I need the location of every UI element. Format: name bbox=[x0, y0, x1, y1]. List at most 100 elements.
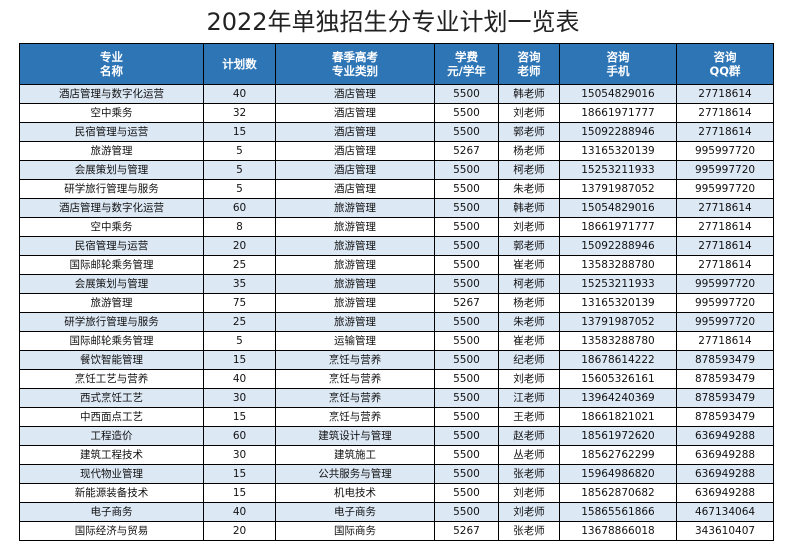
cell-major-name: 烹饪工艺与营养 bbox=[19, 369, 204, 389]
column-header-line: 手机 bbox=[606, 64, 630, 78]
cell-contact-teacher: 柯老师 bbox=[498, 160, 560, 180]
cell-plan-count: 15 bbox=[203, 407, 276, 427]
column-header-line: 咨询 bbox=[606, 50, 630, 64]
cell-tuition: 5500 bbox=[434, 179, 499, 199]
cell-plan-count: 5 bbox=[203, 141, 276, 161]
cell-exam-category: 旅游管理 bbox=[275, 293, 435, 313]
cell-major-name: 酒店管理与数字化运营 bbox=[19, 198, 204, 218]
cell-contact-teacher: 王老师 bbox=[498, 407, 560, 427]
cell-major-name: 旅游管理 bbox=[19, 293, 204, 313]
cell-plan-count: 20 bbox=[203, 521, 276, 541]
cell-exam-category: 旅游管理 bbox=[275, 198, 435, 218]
cell-exam-category: 酒店管理 bbox=[275, 141, 435, 161]
cell-contact-teacher: 刘老师 bbox=[498, 483, 560, 503]
cell-exam-category: 公共服务与管理 bbox=[275, 464, 435, 484]
cell-major-name: 民宿管理与运营 bbox=[19, 122, 204, 142]
cell-tuition: 5500 bbox=[434, 502, 499, 522]
cell-contact-phone: 15092288946 bbox=[559, 236, 677, 256]
table-row: 新能源装备技术 15 机电技术 5500 刘老师 18562870682 636949288 bbox=[19, 483, 774, 503]
column-header-qq-group: 咨询 QQ群 bbox=[676, 43, 774, 85]
cell-plan-count: 8 bbox=[203, 217, 276, 237]
column-header-line: 专业类别 bbox=[332, 64, 378, 78]
cell-major-name: 新能源装备技术 bbox=[19, 483, 204, 503]
cell-tuition: 5500 bbox=[434, 426, 499, 446]
table-row: 电子商务 40 电子商务 5500 刘老师 15865561866 467134064 bbox=[19, 502, 774, 522]
cell-plan-count: 15 bbox=[203, 350, 276, 370]
cell-plan-count: 25 bbox=[203, 255, 276, 275]
column-header-line: 老师 bbox=[517, 64, 541, 78]
cell-exam-category: 建筑设计与管理 bbox=[275, 426, 435, 446]
cell-plan-count: 30 bbox=[203, 388, 276, 408]
cell-plan-count: 35 bbox=[203, 274, 276, 294]
cell-contact-phone: 18562762299 bbox=[559, 445, 677, 465]
cell-contact-teacher: 朱老师 bbox=[498, 179, 560, 199]
cell-plan-count: 15 bbox=[203, 483, 276, 503]
cell-exam-category: 烹饪与营养 bbox=[275, 350, 435, 370]
cell-contact-teacher: 朱老师 bbox=[498, 312, 560, 332]
cell-contact-phone: 18561972620 bbox=[559, 426, 677, 446]
cell-plan-count: 40 bbox=[203, 84, 276, 104]
cell-exam-category: 国际商务 bbox=[275, 521, 435, 541]
cell-contact-phone: 13165320139 bbox=[559, 293, 677, 313]
cell-exam-category: 旅游管理 bbox=[275, 217, 435, 237]
cell-major-name: 国际经济与贸易 bbox=[19, 521, 204, 541]
cell-plan-count: 30 bbox=[203, 445, 276, 465]
table-row: 酒店管理与数字化运营 60 旅游管理 5500 韩老师 15054829016 277186… bbox=[19, 198, 774, 218]
column-header-plan-count: 计划数 bbox=[203, 43, 276, 85]
cell-contact-teacher: 郭老师 bbox=[498, 122, 560, 142]
cell-contact-phone: 13165320139 bbox=[559, 141, 677, 161]
cell-contact-phone: 15253211933 bbox=[559, 274, 677, 294]
cell-exam-category: 旅游管理 bbox=[275, 312, 435, 332]
cell-tuition: 5500 bbox=[434, 312, 499, 332]
cell-major-name: 西式烹饪工艺 bbox=[19, 388, 204, 408]
table-row: 国际邮轮乘务管理 5 运输管理 5500 崔老师 13583288780 27718614 bbox=[19, 331, 774, 351]
cell-qq-group: 878593479 bbox=[676, 369, 774, 389]
cell-exam-category: 机电技术 bbox=[275, 483, 435, 503]
cell-tuition: 5500 bbox=[434, 103, 499, 123]
column-header-tuition: 学费 元/学年 bbox=[434, 43, 499, 85]
column-header-line: 咨询 bbox=[517, 50, 541, 64]
cell-major-name: 中西面点工艺 bbox=[19, 407, 204, 427]
cell-contact-phone: 15865561866 bbox=[559, 502, 677, 522]
cell-contact-phone: 15092288946 bbox=[559, 122, 677, 142]
table-header-row: 专业 名称 计划数 春季高考 专业类别 学费 元/学年 咨询 老师 咨询 手机 咨询 QQ群 bbox=[19, 43, 774, 85]
cell-exam-category: 烹饪与营养 bbox=[275, 388, 435, 408]
cell-tuition: 5500 bbox=[434, 217, 499, 237]
cell-tuition: 5500 bbox=[434, 350, 499, 370]
cell-exam-category: 酒店管理 bbox=[275, 103, 435, 123]
cell-qq-group: 467134064 bbox=[676, 502, 774, 522]
cell-contact-teacher: 刘老师 bbox=[498, 369, 560, 389]
column-header-line: 元/学年 bbox=[447, 64, 486, 78]
cell-qq-group: 27718614 bbox=[676, 236, 774, 256]
cell-tuition: 5500 bbox=[434, 198, 499, 218]
cell-tuition: 5500 bbox=[434, 236, 499, 256]
cell-major-name: 国际邮轮乘务管理 bbox=[19, 255, 204, 275]
cell-contact-phone: 13791987052 bbox=[559, 179, 677, 199]
cell-qq-group: 878593479 bbox=[676, 350, 774, 370]
cell-qq-group: 27718614 bbox=[676, 84, 774, 104]
column-header-major-name: 专业 名称 bbox=[19, 43, 204, 85]
cell-exam-category: 旅游管理 bbox=[275, 274, 435, 294]
cell-contact-teacher: 崔老师 bbox=[498, 331, 560, 351]
cell-tuition: 5500 bbox=[434, 122, 499, 142]
table-row: 会展策划与管理 35 旅游管理 5500 柯老师 15253211933 995997720 bbox=[19, 274, 774, 294]
cell-contact-teacher: 崔老师 bbox=[498, 255, 560, 275]
column-header-line: 春季高考 bbox=[332, 50, 378, 64]
table-row: 酒店管理与数字化运营 40 酒店管理 5500 韩老师 15054829016 277186… bbox=[19, 84, 774, 104]
cell-contact-teacher: 柯老师 bbox=[498, 274, 560, 294]
table-body: 酒店管理与数字化运营 40 酒店管理 5500 韩老师 15054829016 277186… bbox=[19, 84, 774, 541]
cell-plan-count: 5 bbox=[203, 331, 276, 351]
cell-qq-group: 27718614 bbox=[676, 198, 774, 218]
cell-contact-teacher: 杨老师 bbox=[498, 293, 560, 313]
cell-contact-phone: 18678614222 bbox=[559, 350, 677, 370]
cell-plan-count: 40 bbox=[203, 369, 276, 389]
cell-major-name: 会展策划与管理 bbox=[19, 160, 204, 180]
cell-major-name: 民宿管理与运营 bbox=[19, 236, 204, 256]
cell-contact-teacher: 纪老师 bbox=[498, 350, 560, 370]
cell-contact-teacher: 杨老师 bbox=[498, 141, 560, 161]
cell-qq-group: 27718614 bbox=[676, 122, 774, 142]
cell-major-name: 研学旅行管理与服务 bbox=[19, 312, 204, 332]
cell-exam-category: 酒店管理 bbox=[275, 160, 435, 180]
cell-tuition: 5500 bbox=[434, 407, 499, 427]
cell-major-name: 会展策划与管理 bbox=[19, 274, 204, 294]
